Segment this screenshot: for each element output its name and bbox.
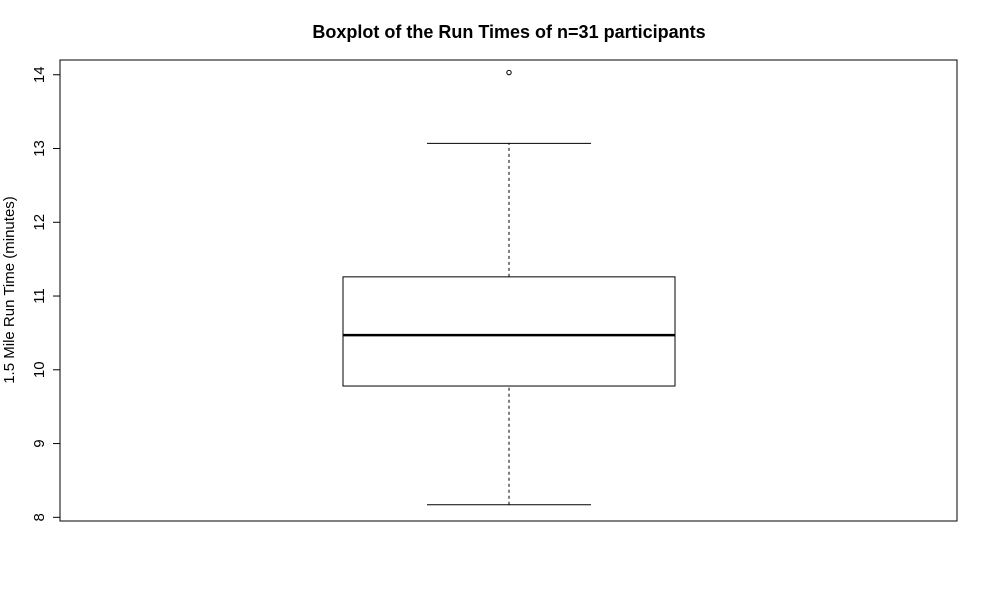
y-tick-label: 8 (31, 513, 48, 521)
y-tick-label: 13 (31, 140, 48, 157)
y-tick-label: 12 (31, 214, 48, 231)
y-tick-label: 10 (31, 361, 48, 378)
y-tick-label: 14 (31, 66, 48, 83)
y-axis-label: 1.5 Mile Run Time (minutes) (1, 196, 18, 384)
y-tick-label: 9 (31, 439, 48, 447)
box-group (342, 69, 676, 506)
y-axis: 8 9 10 11 12 13 14 (31, 66, 61, 521)
y-tick-label: 11 (31, 288, 48, 304)
interquartile-box (342, 276, 676, 387)
chart-title: Boxplot of the Run Times of n=31 partici… (312, 22, 705, 42)
outlier-point (506, 69, 512, 76)
